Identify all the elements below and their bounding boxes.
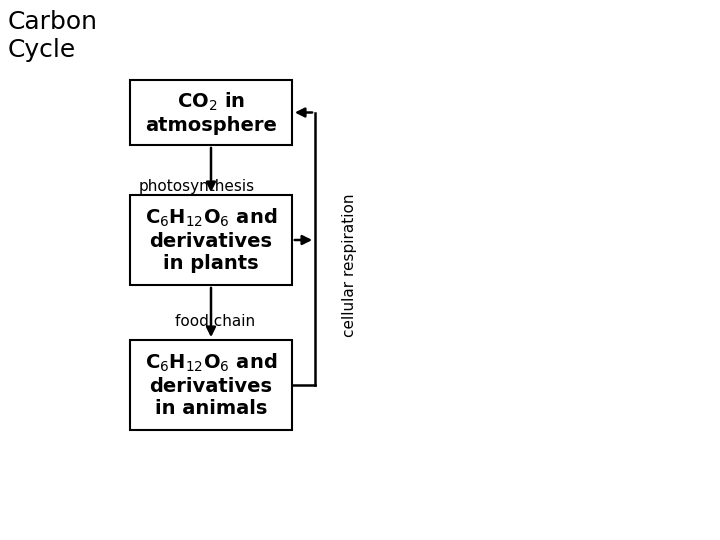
Text: Carbon
Cycle: Carbon Cycle — [8, 10, 98, 62]
Bar — [130, 340, 292, 430]
Bar — [130, 80, 292, 145]
Bar — [130, 195, 292, 285]
Text: photosynthesis: photosynthesis — [139, 179, 255, 194]
Text: C$_6$H$_{12}$O$_6$ and
derivatives
in animals: C$_6$H$_{12}$O$_6$ and derivatives in an… — [145, 352, 277, 418]
Text: cellular respiration: cellular respiration — [342, 193, 357, 337]
Text: CO$_2$ in
atmosphere: CO$_2$ in atmosphere — [145, 90, 277, 134]
Text: food chain: food chain — [175, 314, 255, 329]
Text: C$_6$H$_{12}$O$_6$ and
derivatives
in plants: C$_6$H$_{12}$O$_6$ and derivatives in pl… — [145, 207, 277, 273]
